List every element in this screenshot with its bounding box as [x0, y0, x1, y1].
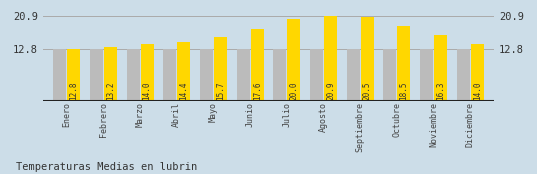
Bar: [67, 49, 80, 101]
Text: 18.5: 18.5: [400, 81, 408, 100]
Bar: [273, 49, 286, 101]
Text: 14.0: 14.0: [473, 81, 482, 100]
Bar: [163, 49, 176, 101]
Bar: [104, 47, 117, 101]
Bar: [361, 17, 374, 101]
Bar: [251, 29, 264, 101]
Bar: [434, 35, 447, 101]
Bar: [420, 49, 433, 101]
Bar: [177, 42, 190, 101]
Text: 15.7: 15.7: [216, 81, 225, 100]
Bar: [200, 49, 213, 101]
Bar: [383, 49, 396, 101]
Text: 14.0: 14.0: [143, 81, 151, 100]
Text: 20.9: 20.9: [326, 81, 335, 100]
Bar: [310, 49, 323, 101]
Text: 17.6: 17.6: [252, 81, 262, 100]
Bar: [471, 44, 484, 101]
Text: 13.2: 13.2: [106, 81, 115, 100]
Bar: [127, 49, 140, 101]
Text: 20.0: 20.0: [289, 81, 299, 100]
Bar: [324, 16, 337, 101]
Bar: [141, 44, 154, 101]
Bar: [457, 49, 470, 101]
Bar: [53, 49, 66, 101]
Text: 12.8: 12.8: [69, 81, 78, 100]
Bar: [90, 49, 103, 101]
Bar: [214, 37, 227, 101]
Text: 20.5: 20.5: [362, 81, 372, 100]
Text: Temperaturas Medias en lubrin: Temperaturas Medias en lubrin: [16, 162, 198, 172]
Bar: [237, 49, 250, 101]
Bar: [347, 49, 360, 101]
Bar: [397, 26, 410, 101]
Text: 16.3: 16.3: [436, 81, 445, 100]
Bar: [287, 19, 300, 101]
Text: 14.4: 14.4: [179, 81, 188, 100]
